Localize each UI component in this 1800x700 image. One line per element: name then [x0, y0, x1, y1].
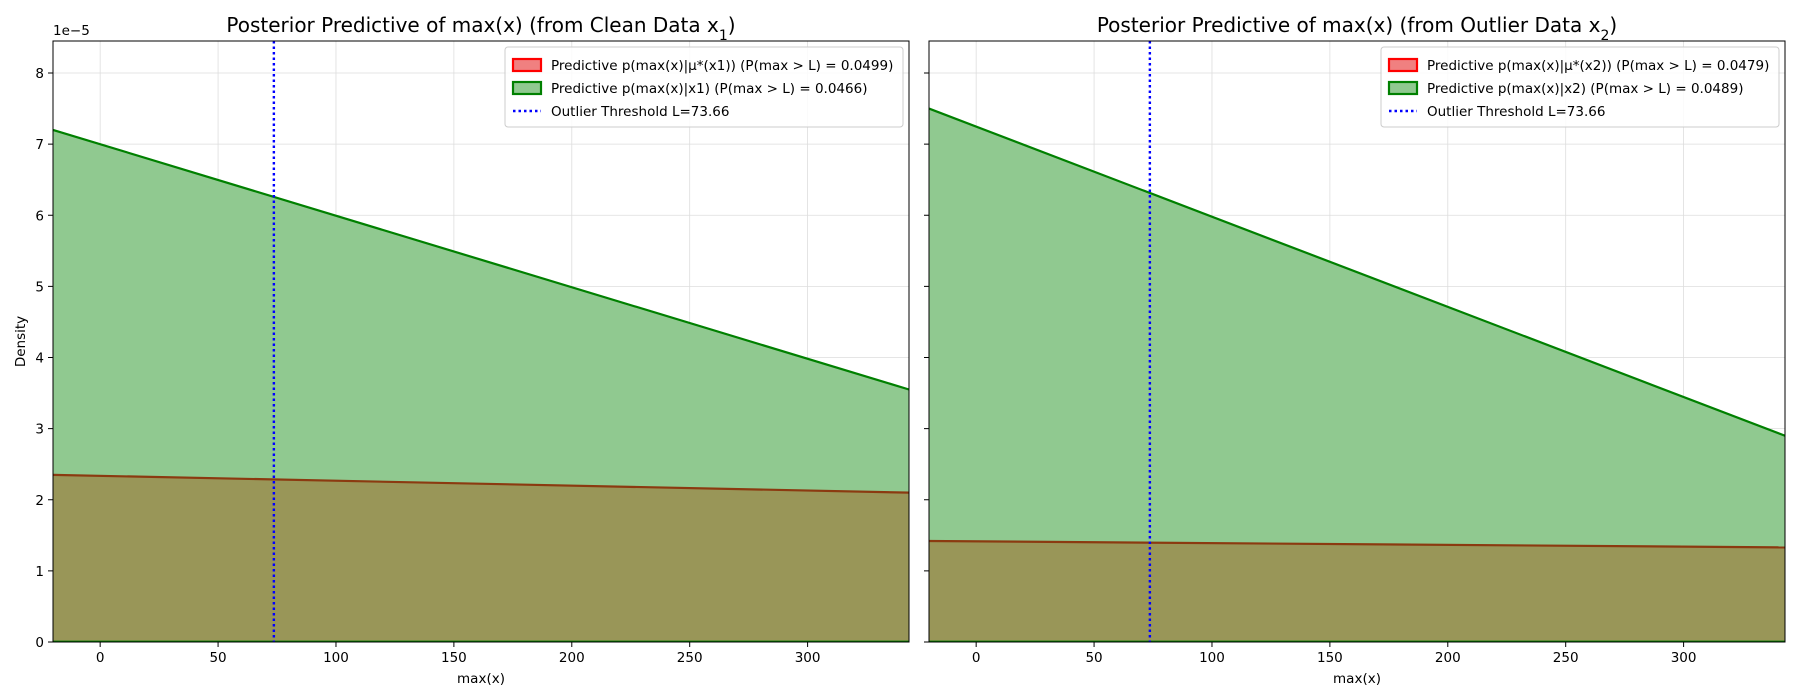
x-axis-label: max(x)	[1333, 671, 1381, 687]
chart-title-main: Posterior Predictive of max(x) (from Cle…	[226, 13, 719, 37]
legend-entry-mu-star-label: Predictive p(max(x)|μ*(x1)) (P(max > L) …	[551, 58, 893, 74]
legend-entry-mu-star-swatch	[1387, 57, 1419, 73]
legend-entry-posterior-swatch	[511, 80, 543, 96]
x-tick-label: 150	[441, 650, 467, 666]
chart-title-suffix: )	[1609, 13, 1617, 37]
posterior-predictive-area	[929, 108, 1785, 642]
mu-star-predictive-area	[929, 541, 1785, 642]
x-tick-label: 250	[677, 650, 703, 666]
mu-star-predictive-area	[53, 474, 909, 642]
x-tick-label: 300	[1671, 650, 1697, 666]
chart-title: Posterior Predictive of max(x) (from Out…	[1097, 13, 1617, 44]
chart-panel-1: 0 50 100 150 200 250 300 0 1 2 3 4 5 6 7 8 1e−5 Posterior…	[13, 13, 910, 687]
legend: Predictive p(max(x)|μ*(x2)) (P(max > L) …	[1380, 46, 1780, 128]
y-tick-label: 4	[35, 351, 44, 367]
y-offset-label: 1e−5	[53, 23, 90, 39]
y-tick-label: 8	[35, 66, 44, 82]
legend: Predictive p(max(x)|μ*(x1)) (P(max > L) …	[504, 46, 904, 128]
legend-entry-posterior-label: Predictive p(max(x)|x2) (P(max > L) = 0.…	[1427, 81, 1743, 97]
axes-frame	[928, 40, 1786, 643]
x-tick-label: 200	[1435, 650, 1461, 666]
legend-entry-posterior-swatch	[1387, 80, 1419, 96]
y-tick-label: 6	[35, 208, 44, 224]
x-tick-label: 150	[1317, 650, 1343, 666]
x-tick-label: 300	[795, 650, 821, 666]
legend-entry-posterior-label: Predictive p(max(x)|x1) (P(max > L) = 0.…	[551, 81, 867, 97]
x-axis-label: max(x)	[457, 671, 505, 687]
chart-title: Posterior Predictive of max(x) (from Cle…	[226, 13, 735, 44]
chart-title-main: Posterior Predictive of max(x) (from Out…	[1097, 13, 1601, 37]
chart-title-suffix: )	[728, 13, 736, 37]
x-tick-label: 100	[1199, 650, 1225, 666]
legend-entry-mu-star-label: Predictive p(max(x)|μ*(x2)) (P(max > L) …	[1427, 58, 1769, 74]
y-tick-label: 7	[35, 137, 44, 153]
y-tick-label: 0	[35, 635, 44, 651]
chart-title-subscript: 2	[1600, 28, 1609, 44]
x-tick-label: 0	[96, 650, 105, 666]
chart-panel-2: 0 50 100 150 200 250 300 Posterior Predictive o…	[924, 13, 1786, 687]
legend-entry-threshold-label: Outlier Threshold L=73.66	[551, 104, 729, 120]
axes-frame	[52, 40, 910, 643]
x-tick-label: 50	[209, 650, 226, 666]
posterior-predictive-line	[928, 107, 1786, 437]
x-tick-label: 0	[972, 650, 981, 666]
y-tick-label: 5	[35, 279, 44, 295]
y-tick-label: 3	[35, 422, 44, 438]
posterior-predictive-line	[52, 128, 910, 391]
legend-box	[504, 46, 904, 128]
legend-entry-threshold-label: Outlier Threshold L=73.66	[1427, 104, 1605, 120]
x-tick-label: 200	[559, 650, 585, 666]
y-tick-label: 2	[35, 493, 44, 509]
mu-star-predictive-line	[52, 473, 910, 494]
legend-box	[1380, 46, 1780, 128]
x-tick-label: 250	[1553, 650, 1579, 666]
mu-star-predictive-line	[928, 539, 1786, 549]
y-tick-label: 1	[35, 564, 44, 580]
legend-entry-mu-star-swatch	[511, 57, 543, 73]
y-axis-label: Density	[13, 316, 29, 367]
x-tick-label: 100	[323, 650, 349, 666]
x-tick-label: 50	[1085, 650, 1102, 666]
chart-title-subscript: 1	[719, 28, 728, 44]
